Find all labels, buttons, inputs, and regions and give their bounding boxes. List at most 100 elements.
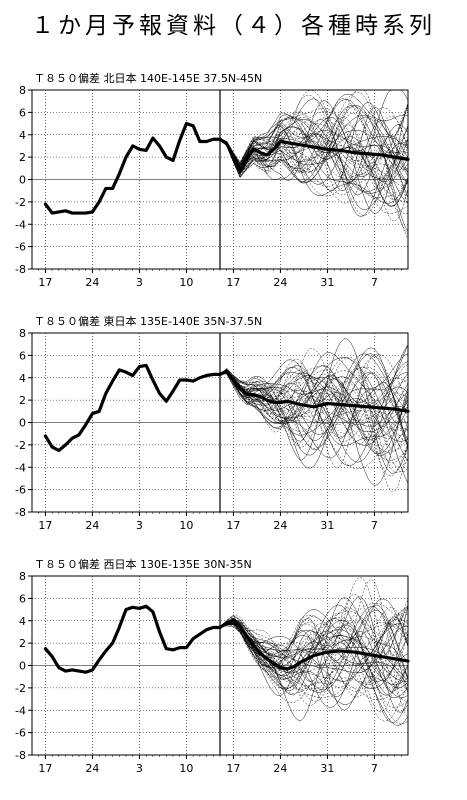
y-tick-label: -6 <box>15 727 26 740</box>
chart-east-japan: Ｔ８５０偏差 東日本 135E-140E 35N-37.5N -8 -6 -4 -2 0… <box>15 314 410 532</box>
y-tick-label: -8 <box>15 263 26 276</box>
ensemble-member-line <box>219 118 409 194</box>
ensemble-member-line <box>219 371 409 464</box>
ensemble-member-line <box>219 117 409 199</box>
ensemble-member-line <box>219 111 409 204</box>
x-tick-label: 31 <box>320 519 334 532</box>
x-tick-label: 10 <box>179 276 193 289</box>
chart-title: Ｔ８５０偏差 西日本 130E-135E 30N-35N <box>34 557 252 571</box>
chart-title: Ｔ８５０偏差 北日本 140E-145E 37.5N-45N <box>34 71 262 85</box>
ensemble-member-line <box>219 126 409 180</box>
ensemble-member-line <box>219 359 409 477</box>
x-tick-label: 31 <box>320 276 334 289</box>
x-tick-label: 24 <box>85 762 99 775</box>
x-tick-label: 17 <box>38 762 52 775</box>
ensemble-member-line <box>219 622 409 693</box>
ensemble-member-line <box>219 99 409 178</box>
ensemble-member-line <box>219 621 409 685</box>
ensemble-member-line <box>219 365 409 455</box>
ensemble-member-line <box>219 113 409 222</box>
ensemble-member-line <box>219 348 409 492</box>
ensemble-member-line <box>219 370 409 436</box>
ensemble-member-line <box>219 94 409 216</box>
y-tick-label: -4 <box>15 218 26 231</box>
ensemble-member-line <box>219 370 409 449</box>
y-tick-label: 4 <box>19 129 26 142</box>
ensemble-member-line <box>219 107 409 188</box>
ensemble-member-line <box>219 353 409 449</box>
ensemble-member-line <box>219 89 409 235</box>
ensemble-mean-line <box>218 619 410 671</box>
ensemble-member-line <box>219 344 409 459</box>
y-tick-label: -6 <box>15 484 26 497</box>
ensemble-member-line <box>219 615 409 705</box>
ensemble-member-line <box>219 371 409 439</box>
ensemble-member-line <box>219 357 409 473</box>
ensemble-member-line <box>219 119 409 192</box>
ensemble-member-line <box>219 371 409 441</box>
ensemble-member-line <box>219 613 409 689</box>
ensemble-member-line <box>219 621 409 678</box>
ensemble-member-line <box>219 620 409 682</box>
ensemble-member-line <box>219 357 409 474</box>
y-tick-label: 2 <box>19 151 26 164</box>
observed-line <box>43 121 222 215</box>
x-tick-label: 24 <box>273 276 287 289</box>
x-tick-label: 17 <box>226 762 240 775</box>
ensemble-member-line <box>219 370 409 453</box>
x-tick-label: 17 <box>226 276 240 289</box>
ensemble-member-line <box>219 367 409 422</box>
ensemble-member-line <box>219 121 409 217</box>
ensemble-member-line <box>219 130 409 184</box>
ensemble-members <box>219 338 409 492</box>
page-title: １か月予報資料（４）各種時系列 <box>31 13 436 39</box>
ensemble-member-line <box>219 372 409 456</box>
y-tick-label: -2 <box>15 196 26 209</box>
ensemble-members <box>219 89 409 240</box>
y-tick-label: -8 <box>15 749 26 762</box>
x-tick-label: 17 <box>226 519 240 532</box>
ensemble-member-line <box>219 124 409 178</box>
x-tick-label: 10 <box>179 762 193 775</box>
ensemble-member-line <box>219 338 409 474</box>
observed-line <box>43 604 222 674</box>
x-tick-label: 3 <box>136 276 143 289</box>
y-tick-label: -4 <box>15 461 26 474</box>
ensemble-member-line <box>219 372 409 452</box>
x-tick-label: 24 <box>273 519 287 532</box>
ensemble-member-line <box>219 613 409 692</box>
x-tick-label: 10 <box>179 519 193 532</box>
ensemble-member-line <box>219 370 409 434</box>
y-tick-label: 0 <box>19 660 26 673</box>
x-tick-label: 17 <box>38 519 52 532</box>
x-tick-label: 7 <box>371 276 378 289</box>
ensemble-member-line <box>219 115 409 173</box>
y-tick-label: 8 <box>19 570 26 583</box>
ensemble-member-line <box>219 371 409 433</box>
y-tick-label: -2 <box>15 682 26 695</box>
ensemble-member-line <box>219 617 409 686</box>
ensemble-member-line <box>219 621 409 680</box>
ensemble-member-line <box>219 117 409 189</box>
ensemble-member-line <box>219 603 409 703</box>
x-tick-label: 3 <box>136 762 143 775</box>
ensemble-member-line <box>219 353 409 469</box>
x-tick-label: 3 <box>136 519 143 532</box>
ensemble-member-line <box>219 370 409 426</box>
ensemble-member-line <box>219 353 409 451</box>
ensemble-member-line <box>219 622 409 666</box>
y-tick-label: -6 <box>15 241 26 254</box>
ensemble-member-line <box>219 347 409 449</box>
x-tick-label: 31 <box>320 762 334 775</box>
y-tick-label: 8 <box>19 327 26 340</box>
ensemble-member-line <box>219 106 409 200</box>
ensemble-member-line <box>219 372 409 441</box>
ensemble-member-line <box>219 97 409 206</box>
ensemble-member-line <box>219 616 409 701</box>
chart-west-japan: Ｔ８５０偏差 西日本 130E-135E 30N-35N -8-6-4-2024… <box>15 557 410 775</box>
ensemble-member-line <box>219 608 409 698</box>
y-tick-label: 8 <box>19 84 26 97</box>
y-tick-label: 2 <box>19 637 26 650</box>
ensemble-member-line <box>219 370 409 427</box>
ensemble-member-line <box>219 605 409 699</box>
